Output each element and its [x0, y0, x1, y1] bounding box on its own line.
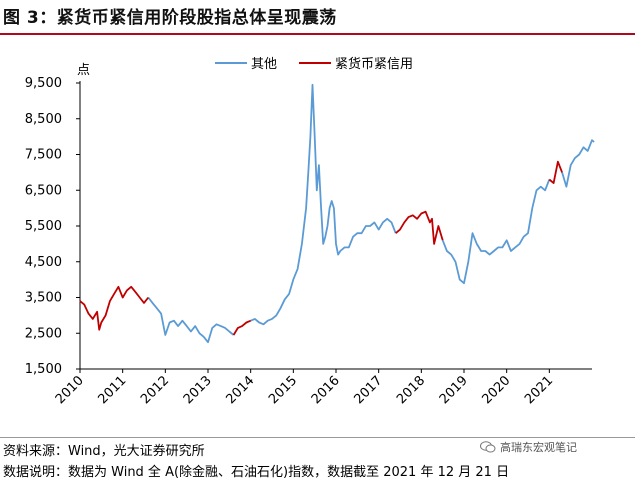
y-tick-label: 3,500: [25, 291, 62, 306]
y-tick-label: 6,500: [25, 183, 62, 198]
y-tick-label: 9,500: [25, 76, 62, 91]
y-tick-label: 1,500: [25, 362, 62, 377]
chart-legend: 其他 紧货币紧信用: [215, 56, 413, 72]
watermark: 高瑞东宏观笔记: [480, 439, 577, 455]
y-tick-label: 7,500: [25, 148, 62, 163]
y-tick-label: 8,500: [25, 112, 62, 127]
y-tick-label: 4,500: [25, 255, 62, 270]
x-tick-label: 2020: [479, 373, 513, 407]
series-line-tight-5: [232, 319, 252, 336]
source-note: 资料来源：Wind，光大证券研究所: [3, 444, 205, 459]
x-tick-label: 2017: [351, 373, 385, 407]
series-line-other-0: [147, 296, 235, 344]
legend-label-0: 其他: [251, 57, 277, 72]
x-tick-label: 2021: [522, 373, 556, 407]
y-tick-label: 2,500: [25, 326, 62, 341]
chart-series: [79, 83, 595, 344]
x-tick-label: 2019: [437, 373, 471, 407]
x-tick-label: 2010: [53, 373, 87, 407]
x-tick-label: 2011: [95, 373, 129, 407]
series-line-other-2: [441, 179, 551, 285]
y-tick-label: 5,500: [25, 219, 62, 234]
series-line-tight-7: [548, 160, 563, 184]
x-tick-label: 2012: [138, 373, 172, 407]
series-line-tight-6: [395, 210, 444, 245]
y-axis-unit: 点: [77, 63, 90, 78]
figure-title: 图 3：紧货币紧信用阶段股指总体呈现震荡: [3, 8, 337, 28]
x-tick-label: 2016: [309, 373, 343, 407]
wechat-icon: [480, 441, 496, 453]
x-tick-label: 2014: [223, 373, 257, 407]
data-note: 数据说明：数据为 Wind 全 A(除金融、石油石化)指数，数据截至 2021 …: [3, 465, 510, 480]
legend-label-1: 紧货币紧信用: [335, 56, 413, 72]
x-tick-label: 2013: [181, 373, 215, 407]
watermark-text: 高瑞东宏观笔记: [500, 441, 577, 454]
series-line-other-1: [250, 83, 397, 326]
series-line-tight-4: [79, 285, 150, 331]
chart-axes: 点 9,500 8,500 7,500 6,500 5,500 4,500 3,500 2,50…: [25, 63, 592, 407]
line-chart: 点 9,500 8,500 7,500 6,500 5,500 4,500 3,500 2,50…: [25, 56, 595, 407]
x-tick-label: 2018: [394, 373, 428, 407]
series-line-other-3: [561, 139, 595, 188]
title-rule: [0, 33, 635, 35]
x-tick-label: 2015: [266, 373, 300, 407]
footer-divider: [0, 437, 635, 438]
